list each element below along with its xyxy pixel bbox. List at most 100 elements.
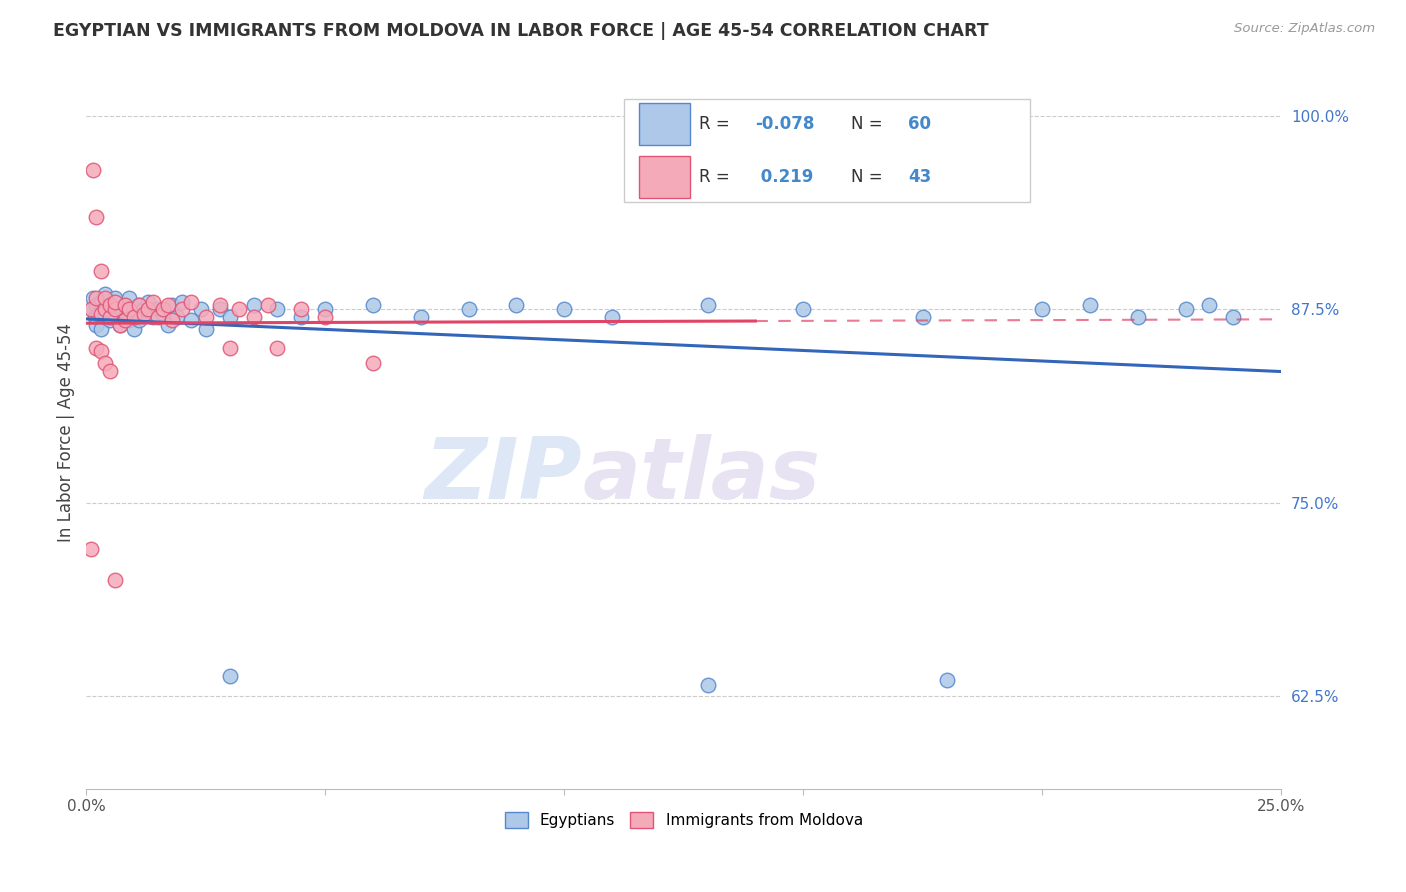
Point <box>104 292 127 306</box>
Point <box>209 302 232 317</box>
Point <box>114 313 136 327</box>
Text: N =: N = <box>851 115 887 133</box>
Point <box>242 310 264 324</box>
FancyBboxPatch shape <box>640 103 690 145</box>
Point <box>104 573 127 587</box>
Text: 0.219: 0.219 <box>755 168 814 186</box>
Point <box>142 294 165 309</box>
Point <box>696 298 718 312</box>
Legend: Egyptians, Immigrants from Moldova: Egyptians, Immigrants from Moldova <box>499 806 869 834</box>
Point <box>152 307 174 321</box>
Text: R =: R = <box>699 115 735 133</box>
Point <box>104 294 127 309</box>
Text: Source: ZipAtlas.com: Source: ZipAtlas.com <box>1234 22 1375 36</box>
Point <box>266 302 288 317</box>
Point <box>94 356 117 370</box>
Point <box>84 318 107 332</box>
Point <box>82 163 104 178</box>
Point <box>190 302 212 317</box>
Point <box>84 341 107 355</box>
Text: atlas: atlas <box>582 434 820 517</box>
Point <box>84 292 107 306</box>
FancyBboxPatch shape <box>640 156 690 198</box>
Point <box>87 307 110 321</box>
Point <box>166 310 188 324</box>
Point <box>911 310 934 324</box>
Point <box>792 302 814 317</box>
Point <box>361 356 384 370</box>
Point <box>180 313 202 327</box>
Point <box>94 292 117 306</box>
Point <box>122 302 145 317</box>
Point <box>361 298 384 312</box>
Point <box>82 292 104 306</box>
Point <box>128 298 150 312</box>
Point <box>138 294 160 309</box>
FancyBboxPatch shape <box>624 99 1031 202</box>
Point <box>114 298 136 312</box>
Point <box>290 302 312 317</box>
Point <box>98 302 121 317</box>
Point <box>132 302 155 317</box>
Point <box>84 298 107 312</box>
Point <box>156 318 179 332</box>
Point <box>80 302 103 317</box>
Point <box>122 322 145 336</box>
Point <box>138 302 160 317</box>
Point <box>152 302 174 317</box>
Point <box>108 318 131 332</box>
Point <box>90 263 112 277</box>
Point <box>314 310 336 324</box>
Point <box>108 302 131 317</box>
Point <box>194 310 217 324</box>
Point <box>128 298 150 312</box>
Point <box>409 310 432 324</box>
Point <box>98 364 121 378</box>
Point <box>228 302 250 317</box>
Point <box>90 307 112 321</box>
Text: 60: 60 <box>908 115 931 133</box>
Point <box>257 298 280 312</box>
Point <box>194 322 217 336</box>
Point <box>104 302 127 317</box>
Point <box>314 302 336 317</box>
Point <box>132 307 155 321</box>
Text: N =: N = <box>851 168 887 186</box>
Text: 43: 43 <box>908 168 932 186</box>
Point <box>935 673 957 688</box>
Point <box>242 298 264 312</box>
Point <box>180 294 202 309</box>
Point <box>98 310 121 324</box>
Point <box>218 341 240 355</box>
Point <box>114 310 136 324</box>
Point <box>122 310 145 324</box>
Point <box>94 286 117 301</box>
Point <box>156 298 179 312</box>
Point <box>1222 310 1244 324</box>
Point <box>162 313 184 327</box>
Point <box>142 310 165 324</box>
Point <box>209 298 232 312</box>
Point <box>146 310 169 324</box>
Point <box>84 210 107 224</box>
Text: EGYPTIAN VS IMMIGRANTS FROM MOLDOVA IN LABOR FORCE | AGE 45-54 CORRELATION CHART: EGYPTIAN VS IMMIGRANTS FROM MOLDOVA IN L… <box>53 22 988 40</box>
Point <box>98 298 121 312</box>
Point <box>266 341 288 355</box>
Point <box>90 294 112 309</box>
Point <box>1198 298 1220 312</box>
Point <box>1126 310 1149 324</box>
Point <box>80 541 103 556</box>
Point <box>600 310 623 324</box>
Point <box>80 302 103 317</box>
Y-axis label: In Labor Force | Age 45-54: In Labor Force | Age 45-54 <box>58 324 75 542</box>
Text: ZIP: ZIP <box>425 434 582 517</box>
Point <box>118 302 141 317</box>
Point <box>146 302 169 317</box>
Point <box>108 318 131 332</box>
Point <box>90 322 112 336</box>
Point <box>104 307 127 321</box>
Point <box>128 313 150 327</box>
Point <box>553 302 575 317</box>
Text: R =: R = <box>699 168 735 186</box>
Point <box>696 678 718 692</box>
